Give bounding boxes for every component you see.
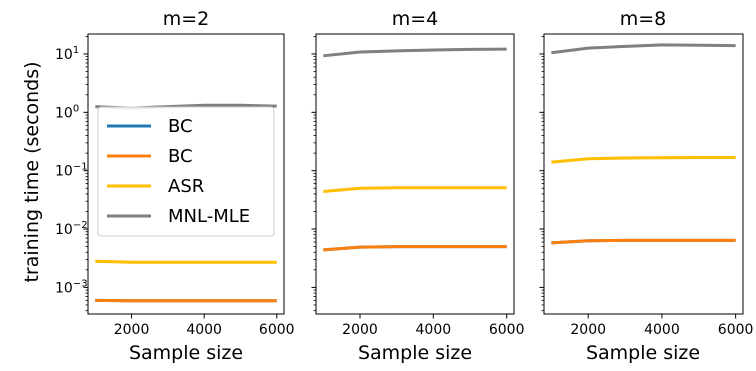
series-line-asr-2 [323,186,507,193]
legend-entry: MNL-MLE [107,206,250,227]
series-line-asr-2 [95,259,277,264]
panel-title: m=2 [163,8,210,30]
legend-label: BC [168,116,193,137]
plot-frame [315,33,515,315]
panel-m4: m=4 Sample size 2000 4000 6000 [311,8,525,364]
legend-label: MNL-MLE [168,206,250,227]
plot-frame [87,33,285,315]
x-axis-label: Sample size [129,342,243,364]
x-axis-label: Sample size [358,342,472,364]
plot-frame [543,33,744,315]
x-tick-label: 2000 [342,322,378,338]
y-tick-label: 10−1 [55,162,88,180]
x-tick-label: 4000 [186,322,222,338]
legend: BC BC ASR MNL-MLE [97,106,275,237]
panel-title: m=4 [392,8,439,30]
y-tick-label: 10−3 [55,278,88,296]
panel-m8: m=8 Sample size 2000 4000 6000 [539,8,754,364]
legend-frame [97,106,275,237]
series-line-bc-1 [551,238,736,245]
panel-title: m=8 [620,8,667,30]
x-tick-label: 6000 [718,322,754,338]
y-tick-label: 101 [55,45,79,63]
legend-label: ASR [168,176,204,197]
x-tick-label: 4000 [416,322,452,338]
legend-entry: BC [107,116,193,137]
y-axis-label: training time (seconds) [21,61,43,282]
panel-m2: m=2 Sample size 10−3 10−2 10−1 100 101 2000 40… [55,8,295,364]
x-tick-label: 4000 [644,322,680,338]
x-tick-label: 6000 [259,322,295,338]
legend-entry: BC [107,146,193,167]
legend-entry: ASR [107,176,204,197]
series-line-mnl-mle-3 [323,47,507,58]
y-tick-label: 100 [55,103,79,121]
series-line-asr-2 [551,156,736,164]
x-tick-label: 6000 [489,322,525,338]
series-line-bc-1 [323,245,507,252]
series-line-mnl-mle-3 [551,43,736,55]
x-axis-label: Sample size [586,342,700,364]
x-tick-label: 2000 [570,322,606,338]
legend-label: BC [168,146,193,167]
x-tick-label: 2000 [114,322,150,338]
y-tick-label: 10−2 [55,220,88,238]
